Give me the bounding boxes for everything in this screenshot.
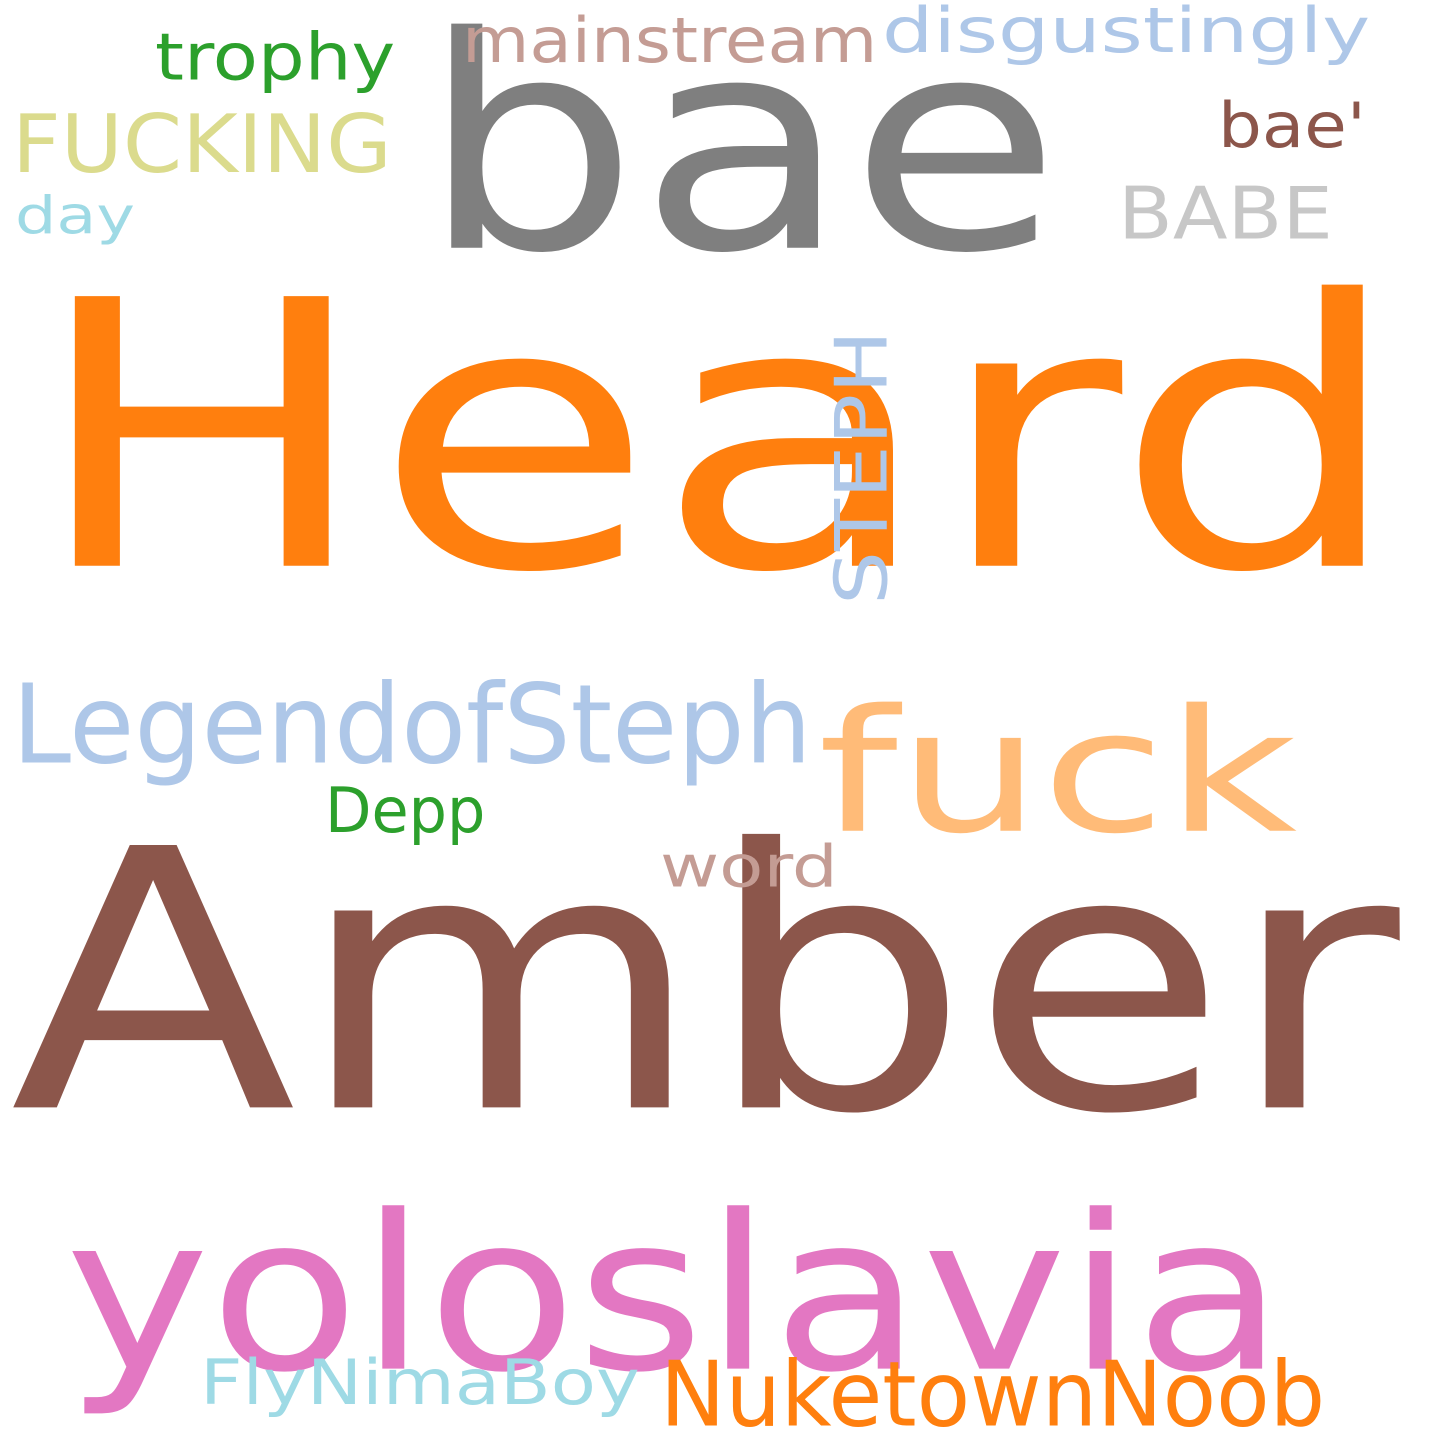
word-steph: STEPH	[819, 329, 904, 605]
word-nuketownnoob: NuketownNoob	[660, 1341, 1326, 1440]
word-legendofsteph: LegendofSteph	[12, 660, 812, 789]
word-day: day	[15, 185, 135, 247]
word-fuck: fuck	[818, 672, 1298, 872]
word-flynimaboy: FlyNimaBoy	[200, 1346, 640, 1419]
word-depp: Depp	[325, 774, 486, 847]
word-heard: Heard	[30, 221, 1405, 655]
word-bae-quote: bae'	[1218, 89, 1366, 162]
word-babe: BABE	[1118, 171, 1333, 256]
word-disgustingly: disgustingly	[882, 0, 1371, 67]
word-mainstream: mainstream	[462, 4, 878, 77]
word-amber: Amber	[10, 772, 1400, 1194]
word-yoloslavia: yoloslavia	[65, 1168, 1285, 1421]
word-fucking: FUCKING	[12, 97, 392, 192]
word-word: word	[660, 832, 838, 901]
word-bae: bae	[420, 0, 1061, 319]
word-trophy: trophy	[155, 19, 396, 96]
